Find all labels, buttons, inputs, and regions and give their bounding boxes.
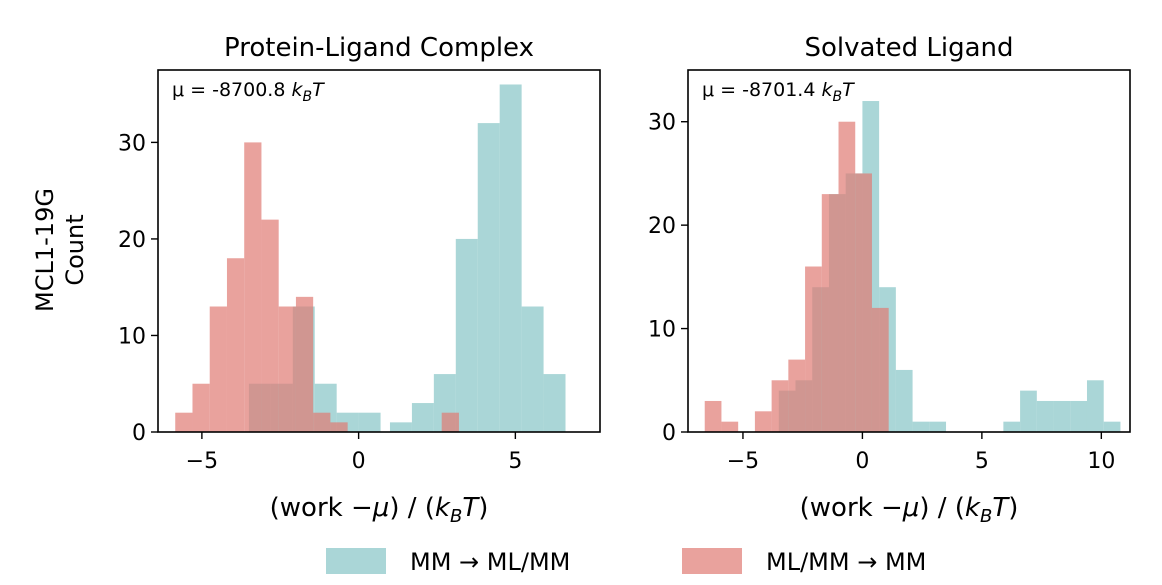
y-tick-label: 30 (118, 131, 146, 156)
hist-bar-series1-bin9 (330, 422, 348, 432)
x-tick-label: 0 (855, 449, 869, 474)
y-tick-label: 30 (648, 111, 676, 136)
panel-protein-ligand-complex: −5 0 5 0 10 20 30 Protein-Ligand Complex μ = -87… (118, 33, 601, 527)
legend-label-mlmm-to-mm: ML/MM → MM (766, 548, 926, 576)
hist-bar-series1-bin5 (261, 219, 279, 432)
legend-swatch-mm-to-mlmm (326, 548, 386, 574)
hist-bar-series0-bin11 (1020, 390, 1037, 432)
legend: MM → ML/MM ML/MM → MM (326, 548, 926, 576)
hist-bar-series1-bin4 (788, 359, 806, 432)
hist-bar-series0-bin7 (411, 403, 434, 432)
hist-bar-series0-bin13 (543, 374, 566, 432)
legend-swatch-mlmm-to-mm (682, 548, 742, 574)
x-tick-label: −5 (727, 449, 759, 474)
panel-title: Protein-Ligand Complex (224, 33, 534, 63)
hist-bar-series0-bin12 (521, 306, 544, 432)
axes-frame (157, 69, 601, 433)
hist-bar-series1-bin3 (771, 380, 789, 432)
y-tick-label: 20 (648, 214, 676, 239)
x-axis-label: (work −μ) / (kBT) (270, 493, 489, 527)
hist-bar-series0-bin7 (895, 369, 913, 432)
y-tick-label: 0 (132, 421, 146, 446)
hist-bar-series1-bin6 (821, 194, 839, 432)
hist-bar-series0-bin16 (1103, 421, 1121, 432)
hist-bar-series1-bin4 (244, 142, 262, 432)
x-tick-label: 5 (508, 449, 522, 474)
hist-bar-series1-bin2 (209, 306, 227, 432)
hist-bar-series0-bin10 (1003, 421, 1021, 432)
y-tick-label: 20 (118, 228, 146, 253)
hist-bar-series0-bin6 (389, 422, 412, 432)
x-tick-label: −5 (186, 449, 218, 474)
hist-bar-series1-bin2 (754, 411, 772, 432)
hist-bar-series1-bin0 (704, 400, 722, 432)
hist-bar-series0-bin11 (499, 84, 522, 432)
hist-bar-series0-bin15 (1086, 380, 1104, 432)
hist-bar-series0-bin13 (1053, 400, 1071, 432)
hist-bar-series1-bin8 (855, 173, 872, 432)
hist-bar-series1-bin1 (721, 421, 739, 432)
x-tick-label: 10 (1087, 449, 1115, 474)
y-tick-label: 10 (648, 318, 676, 343)
legend-label-mm-to-mlmm: MM → ML/MM (410, 548, 570, 576)
hist-bar-series1-bin9 (871, 307, 889, 432)
y-tick-label: 10 (118, 324, 146, 349)
hist-bar-series0-bin5 (358, 412, 381, 432)
panel-solvated-ligand: −5 0 5 10 0 10 20 30 Solvated Ligand μ = -8701.4 … (648, 33, 1131, 527)
x-tick-label: 5 (975, 449, 989, 474)
axes-frame (687, 69, 1131, 433)
y-axis-label-line1: MCL1-19G (31, 188, 59, 312)
hist-bar-series1-bin5 (805, 266, 822, 432)
y-axis-label-line2: Count (61, 214, 89, 285)
hist-bar-series1-bin10 (441, 412, 459, 432)
hist-bar-series1-bin6 (278, 306, 296, 432)
hist-bar-series0-bin9 (929, 421, 947, 432)
panel-title: Solvated Ligand (804, 33, 1013, 63)
hist-bar-series1-bin7 (295, 296, 314, 432)
x-tick-label: 0 (352, 449, 366, 474)
hist-bar-series0-bin14 (1070, 400, 1087, 432)
hist-bar-series0-bin8 (912, 421, 930, 432)
hist-bar-series1-bin1 (192, 383, 210, 432)
y-tick-label: 0 (662, 421, 676, 446)
hist-bar-series1-bin8 (313, 412, 331, 432)
hist-bar-series0-bin10 (477, 123, 500, 432)
hist-bar-series0-bin12 (1036, 400, 1054, 432)
mu-annotation: μ = -8700.8 kBT (172, 79, 325, 105)
hist-bar-series1-bin3 (226, 258, 245, 432)
hist-bar-series0-bin9 (455, 238, 478, 432)
x-axis-label: (work −μ) / (kBT) (800, 493, 1019, 527)
mu-annotation: μ = -8701.4 kBT (702, 79, 855, 105)
hist-bar-series1-bin7 (838, 121, 856, 433)
hist-bar-series1-bin0 (175, 412, 193, 432)
